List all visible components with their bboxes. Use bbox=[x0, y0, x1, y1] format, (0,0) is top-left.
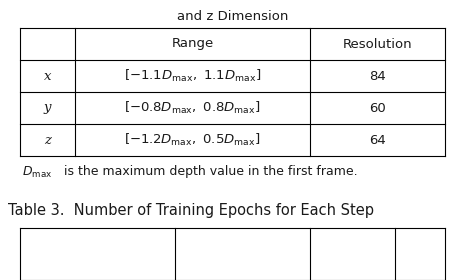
Text: 64: 64 bbox=[369, 134, 386, 146]
Text: and z Dimension: and z Dimension bbox=[177, 10, 289, 23]
Text: Range: Range bbox=[171, 38, 213, 50]
Text: $[-0.8D_{\mathrm{max}},\ 0.8D_{\mathrm{max}}]$: $[-0.8D_{\mathrm{max}},\ 0.8D_{\mathrm{m… bbox=[124, 100, 260, 116]
Text: y: y bbox=[44, 102, 51, 115]
Text: $D_{\mathrm{max}}$: $D_{\mathrm{max}}$ bbox=[22, 164, 52, 179]
Text: 84: 84 bbox=[369, 69, 386, 83]
Text: is the maximum depth value in the first frame.: is the maximum depth value in the first … bbox=[60, 165, 357, 179]
Text: z: z bbox=[44, 134, 51, 146]
Text: Resolution: Resolution bbox=[343, 38, 412, 50]
Text: $[-1.1D_{\mathrm{max}},\ 1.1D_{\mathrm{max}}]$: $[-1.1D_{\mathrm{max}},\ 1.1D_{\mathrm{m… bbox=[124, 68, 261, 84]
Text: Table 3.  Number of Training Epochs for Each Step: Table 3. Number of Training Epochs for E… bbox=[8, 202, 374, 218]
Text: x: x bbox=[44, 69, 51, 83]
Text: 60: 60 bbox=[369, 102, 386, 115]
Text: $[-1.2D_{\mathrm{max}},\ 0.5D_{\mathrm{max}}]$: $[-1.2D_{\mathrm{max}},\ 0.5D_{\mathrm{m… bbox=[124, 132, 260, 148]
